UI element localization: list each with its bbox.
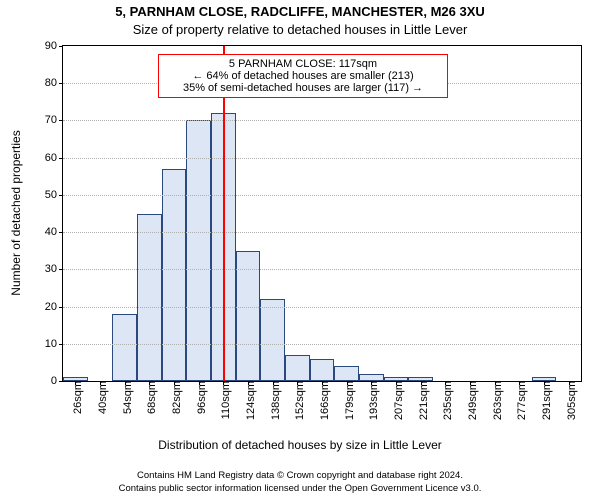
xtick-label: 54sqm: [116, 381, 134, 414]
plot-area: 5 PARNHAM CLOSE: 117sqm ← 64% of detache…: [62, 45, 582, 382]
grid-line: [63, 195, 581, 196]
x-axis-label: Distribution of detached houses by size …: [0, 438, 600, 452]
ytick-label: 20: [45, 301, 63, 313]
ytick-label: 80: [45, 77, 63, 89]
ytick-label: 40: [45, 226, 63, 238]
xtick-label: 207sqm: [387, 381, 405, 420]
footnote-line-1: Contains HM Land Registry data © Crown c…: [0, 470, 600, 481]
grid-line: [63, 158, 581, 159]
chart-title-line2: Size of property relative to detached ho…: [0, 22, 600, 37]
xtick-label: 82sqm: [165, 381, 183, 414]
xtick-label: 221sqm: [412, 381, 430, 420]
y-axis-label: Number of detached properties: [9, 130, 23, 295]
xtick-label: 166sqm: [313, 381, 331, 420]
grid-line: [63, 120, 581, 121]
xtick-label: 305sqm: [560, 381, 578, 420]
ytick-label: 70: [45, 114, 63, 126]
xtick-label: 40sqm: [91, 381, 109, 414]
ytick-label: 60: [45, 152, 63, 164]
xtick-label: 152sqm: [288, 381, 306, 420]
ytick-label: 50: [45, 189, 63, 201]
xtick-label: 235sqm: [436, 381, 454, 420]
annotation-line-3: 35% of semi-detached houses are larger (…: [162, 82, 444, 94]
xtick-label: 249sqm: [461, 381, 479, 420]
xtick-label: 277sqm: [510, 381, 528, 420]
ytick-label: 0: [51, 375, 63, 387]
annotation-line-1: 5 PARNHAM CLOSE: 117sqm: [162, 58, 444, 70]
xtick-label: 68sqm: [140, 381, 158, 414]
bar: [334, 366, 359, 381]
annotation-line-2: ← 64% of detached houses are smaller (21…: [162, 70, 444, 82]
annotation-box: 5 PARNHAM CLOSE: 117sqm ← 64% of detache…: [158, 54, 448, 98]
xtick-label: 110sqm: [214, 381, 232, 419]
footnote-line-2: Contains public sector information licen…: [0, 483, 600, 494]
xtick-label: 179sqm: [338, 381, 356, 420]
xtick-label: 138sqm: [264, 381, 282, 420]
bar: [285, 355, 310, 381]
grid-line: [63, 344, 581, 345]
xtick-label: 263sqm: [486, 381, 504, 420]
bar: [137, 214, 162, 382]
bar: [260, 299, 285, 381]
xtick-label: 291sqm: [535, 381, 553, 420]
xtick-label: 26sqm: [66, 381, 84, 414]
grid-line: [63, 232, 581, 233]
bar: [359, 374, 384, 381]
xtick-label: 124sqm: [239, 381, 257, 420]
chart-title-line1: 5, PARNHAM CLOSE, RADCLIFFE, MANCHESTER,…: [0, 4, 600, 19]
bar: [162, 169, 187, 381]
grid-line: [63, 307, 581, 308]
ytick-label: 10: [45, 338, 63, 350]
xtick-label: 193sqm: [362, 381, 380, 420]
xtick-label: 96sqm: [190, 381, 208, 414]
bar: [186, 120, 211, 381]
ytick-label: 30: [45, 263, 63, 275]
ytick-label: 90: [45, 40, 63, 52]
figure: { "title": { "line1": "5, PARNHAM CLOSE,…: [0, 0, 600, 500]
bar: [310, 359, 335, 381]
grid-line: [63, 269, 581, 270]
bar: [112, 314, 137, 381]
